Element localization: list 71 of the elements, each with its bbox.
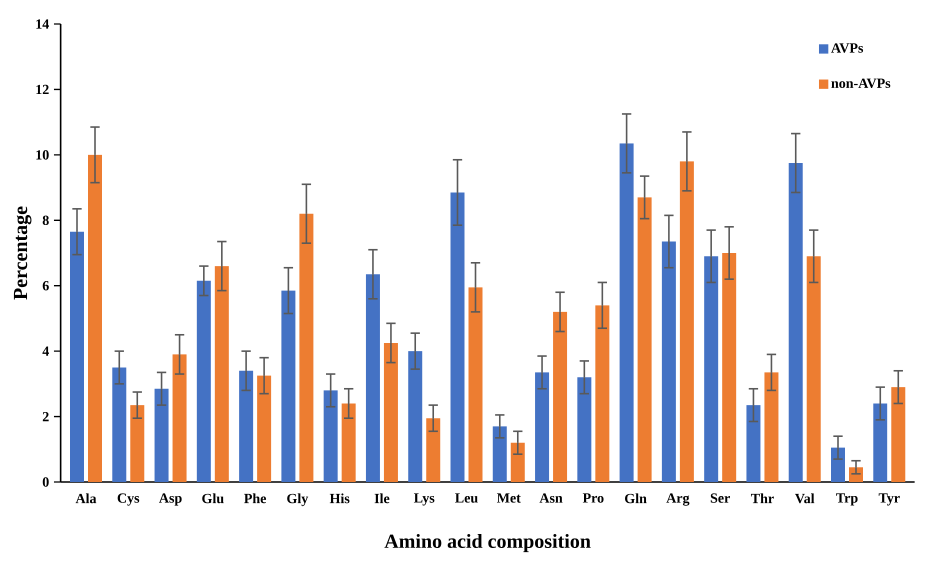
bar — [196, 280, 211, 482]
bar — [172, 354, 187, 482]
y-tick-label: 10 — [36, 150, 49, 160]
legend-label: non-AVPs — [831, 78, 890, 88]
bar — [70, 232, 84, 482]
x-tick-label: Ser — [710, 493, 730, 503]
y-tick-label: 0 — [42, 477, 49, 487]
bar — [788, 163, 803, 482]
y-axis-title: Percentage — [14, 206, 32, 300]
bar — [324, 390, 338, 482]
x-tick-label: Cys — [118, 493, 140, 506]
x-tick-label: Asn — [540, 493, 563, 503]
x-tick-label: Gln — [625, 493, 647, 504]
bar — [595, 305, 610, 482]
x-tick-label: Trp — [836, 493, 858, 506]
bar — [450, 192, 464, 482]
bar — [257, 376, 272, 482]
bar — [112, 368, 126, 482]
bar — [764, 372, 778, 482]
x-tick-label: Met — [496, 493, 521, 503]
y-tick-label: 12 — [36, 84, 49, 94]
bar — [88, 154, 102, 482]
y-tick-label: 2 — [42, 412, 49, 422]
bar — [662, 242, 676, 482]
x-tick-label: Pro — [582, 493, 604, 503]
x-tick-label: Thr — [750, 493, 774, 504]
bar — [722, 252, 736, 482]
bar — [746, 405, 760, 482]
x-axis-title: Amino acid composition — [384, 534, 591, 552]
bar — [831, 448, 845, 482]
legend-label: AVPs — [831, 43, 864, 53]
bar — [535, 372, 550, 482]
bar — [281, 290, 296, 482]
bar — [384, 342, 398, 482]
x-tick-label: Tyr — [878, 493, 900, 506]
x-tick-label: Glu — [202, 493, 224, 504]
x-tick-label: Ala — [76, 493, 96, 504]
bar — [492, 426, 507, 482]
bar — [577, 377, 592, 482]
x-tick-label: Gly — [287, 493, 308, 506]
bar — [154, 388, 169, 482]
bar — [873, 403, 888, 482]
bar — [680, 161, 694, 482]
bar — [704, 256, 718, 482]
bar — [342, 403, 356, 482]
bar — [891, 387, 906, 482]
y-tick-label: 14 — [36, 19, 49, 29]
bar — [468, 287, 482, 482]
bar — [214, 266, 229, 482]
y-tick-label: 6 — [42, 281, 49, 290]
x-tick-label: Val — [795, 493, 814, 504]
bar — [426, 418, 440, 482]
bar — [239, 370, 254, 482]
bar — [806, 256, 821, 482]
bar — [620, 143, 634, 482]
bar — [553, 312, 568, 482]
x-tick-label: Arg — [666, 493, 690, 506]
y-tick-label: 8 — [42, 216, 49, 226]
x-tick-label: Lys — [414, 493, 434, 506]
bar — [510, 442, 525, 482]
bar — [638, 197, 652, 482]
bar — [130, 405, 144, 482]
x-tick-label: Asp — [159, 493, 182, 506]
x-tick-label: Phe — [244, 493, 266, 504]
x-tick-label: His — [330, 493, 350, 504]
x-tick-label: Leu — [455, 493, 478, 503]
bar — [366, 274, 380, 482]
bar — [299, 214, 314, 482]
y-tick-label: 4 — [42, 346, 49, 356]
x-tick-label: Ile — [374, 493, 390, 504]
bar — [408, 351, 422, 482]
